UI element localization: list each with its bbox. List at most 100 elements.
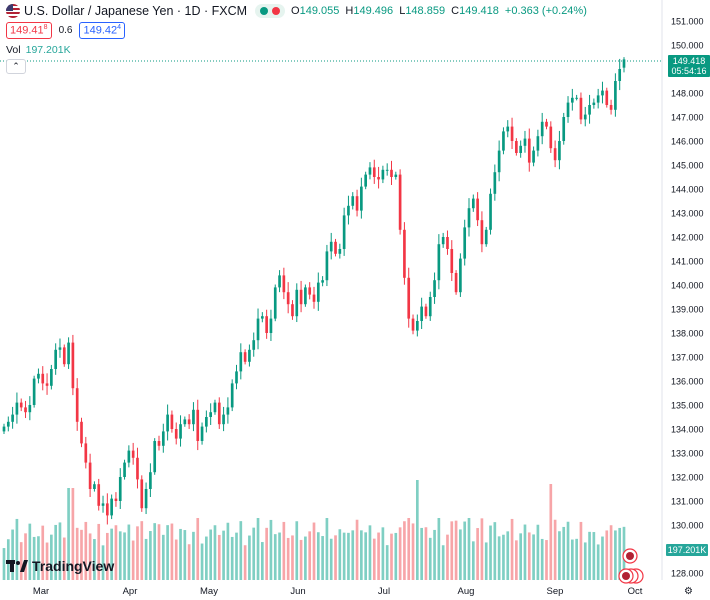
volume-bar xyxy=(101,545,105,580)
candle-body xyxy=(230,383,234,408)
price-tick-label: 131.000 xyxy=(671,497,704,507)
candle-body xyxy=(390,169,393,177)
symbol-title[interactable]: U.S. Dollar / Japanese Yen · 1D · FXCM xyxy=(24,4,248,18)
volume-bar xyxy=(144,538,148,580)
volume-bar xyxy=(278,532,281,580)
price-tick-label: 145.000 xyxy=(671,161,704,171)
economic-events-icon[interactable] xyxy=(618,548,658,584)
candle-body xyxy=(614,81,617,110)
price-axis[interactable]: 151.000150.000149.000148.000147.000146.0… xyxy=(671,17,704,579)
candle-body xyxy=(570,97,574,103)
price-tick-label: 140.000 xyxy=(671,281,704,291)
volume-value-tag: 197.201K xyxy=(666,544,708,556)
volume-bar xyxy=(390,533,393,580)
volume-bar xyxy=(515,540,518,580)
volume-bar xyxy=(450,521,454,580)
volume-legend[interactable]: Vol 197.201K xyxy=(6,44,71,56)
candle-body xyxy=(558,141,561,161)
candle-body xyxy=(471,198,475,209)
candle-body xyxy=(174,429,178,439)
volume-bar xyxy=(523,524,527,580)
candle-body xyxy=(415,321,419,331)
volume-bar xyxy=(381,527,385,580)
time-axis[interactable]: Mar Apr May Jun Jul Aug Sep Oct xyxy=(33,586,643,597)
volume-bar xyxy=(209,529,213,580)
volume-bar xyxy=(428,537,432,580)
volume-bar xyxy=(489,525,492,580)
volume-bar xyxy=(230,536,234,580)
candle-body xyxy=(149,472,152,489)
chart-settings-icon[interactable]: ⚙ xyxy=(684,586,693,597)
volume-bar xyxy=(325,518,329,580)
candle-body xyxy=(71,342,75,389)
volume-bar xyxy=(67,488,70,580)
volume-bar xyxy=(570,539,574,580)
price-tick-label: 132.000 xyxy=(671,473,704,483)
price-tick-label: 128.000 xyxy=(671,569,704,579)
candle-body xyxy=(338,249,342,254)
time-tick-label: Jun xyxy=(290,586,305,597)
candle-body xyxy=(118,477,122,501)
candle-body xyxy=(140,479,144,509)
time-tick-label: Oct xyxy=(628,586,643,597)
volume-bar xyxy=(360,530,363,580)
candle-body xyxy=(420,306,423,321)
tradingview-logo-icon xyxy=(6,560,28,572)
price-tick-label: 135.000 xyxy=(671,401,704,411)
candle-body xyxy=(269,318,273,333)
volume-bar xyxy=(583,542,587,580)
volume-bar xyxy=(260,542,264,580)
volume-bar xyxy=(45,542,49,580)
candle-body xyxy=(588,105,591,115)
volume-bar xyxy=(28,523,32,580)
collapse-legend-button[interactable]: ⌃ xyxy=(6,59,26,74)
volume-bar xyxy=(415,480,419,580)
candle-body xyxy=(196,409,200,441)
volume-bar xyxy=(252,527,256,580)
candle-body xyxy=(226,407,230,415)
candle-body xyxy=(398,174,402,230)
price-tick-label: 147.000 xyxy=(671,113,704,123)
volume-bar xyxy=(2,548,6,580)
candle-body xyxy=(161,431,165,446)
volume-bar xyxy=(471,541,475,580)
candle-body xyxy=(467,208,471,228)
candle-body xyxy=(157,441,161,446)
price-tick-label: 138.000 xyxy=(671,329,704,339)
volume-bar xyxy=(441,545,445,580)
candle-body xyxy=(385,169,389,171)
candle-body xyxy=(347,205,350,216)
volume-bar xyxy=(222,530,225,580)
candle-body xyxy=(28,405,32,413)
tradingview-logo[interactable]: TradingView xyxy=(6,558,114,574)
sell-button[interactable]: 149.418 xyxy=(6,22,52,39)
market-status-pill[interactable] xyxy=(255,4,286,18)
price-tick-label: 148.000 xyxy=(671,89,704,99)
candle-body xyxy=(80,421,83,444)
candle-body xyxy=(183,419,187,425)
candle-body xyxy=(433,280,436,297)
candle-body xyxy=(411,318,415,331)
volume-bars xyxy=(2,480,626,580)
buy-button[interactable]: 149.424 xyxy=(79,22,126,39)
candle-body xyxy=(75,388,79,422)
last-price-value: 149.418 xyxy=(672,56,706,66)
volume-bar xyxy=(364,532,368,580)
volume-bar xyxy=(243,545,247,580)
volume-bar xyxy=(454,520,458,580)
candle-body xyxy=(377,177,380,180)
candle-body xyxy=(480,220,484,245)
volume-bar xyxy=(368,525,372,580)
candle-body xyxy=(205,417,208,427)
candle-body xyxy=(24,407,27,413)
volume-bar xyxy=(433,529,436,580)
volume-bar xyxy=(19,542,23,580)
volume-bar xyxy=(248,535,251,580)
candle-body xyxy=(437,244,441,281)
volume-bar xyxy=(235,532,238,580)
volume-bar xyxy=(161,534,165,580)
volume-bar xyxy=(407,518,411,580)
candle-body xyxy=(131,450,135,458)
price-tick-label: 142.000 xyxy=(671,233,704,243)
